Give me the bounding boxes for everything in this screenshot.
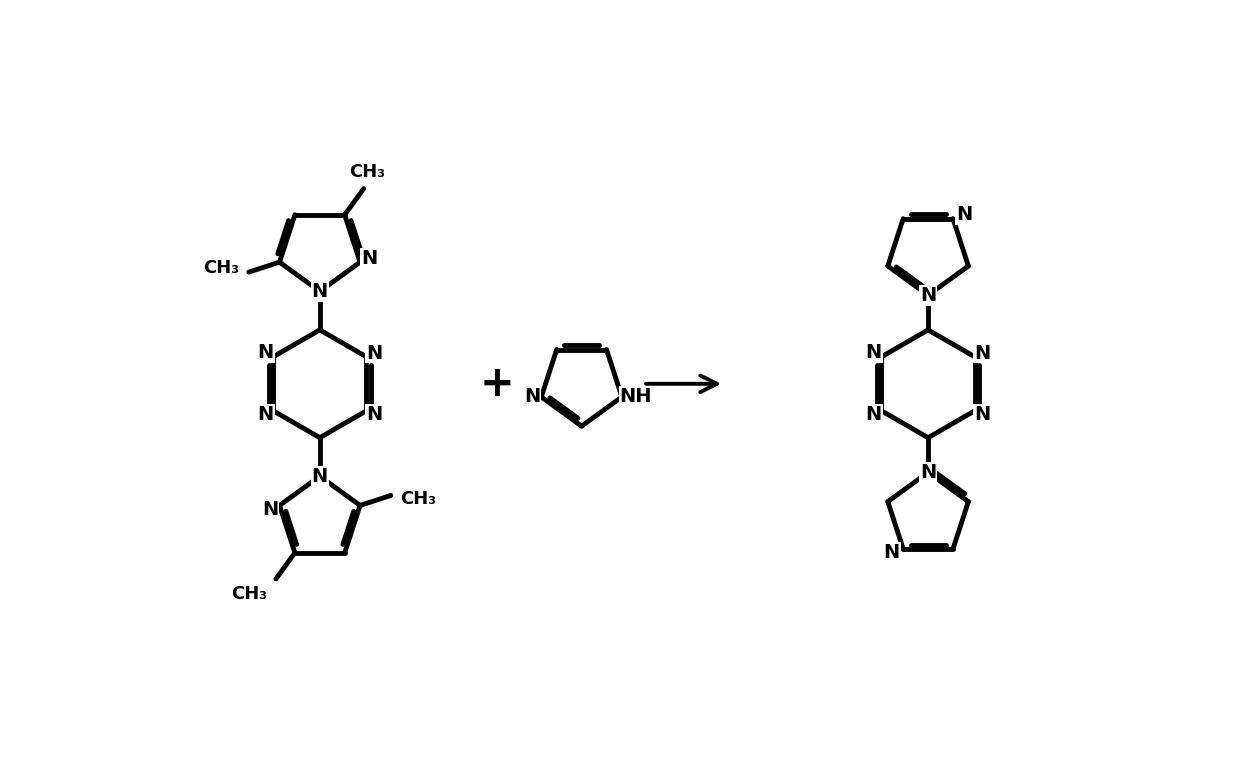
Text: N: N (525, 388, 541, 407)
Text: N: N (866, 344, 882, 363)
Text: N: N (311, 282, 327, 301)
Text: CH₃: CH₃ (401, 490, 436, 508)
Text: CH₃: CH₃ (231, 585, 267, 603)
Text: N: N (257, 405, 274, 424)
Text: N: N (262, 500, 279, 519)
Text: NH: NH (620, 388, 652, 407)
Text: +: + (480, 363, 515, 405)
Text: N: N (366, 344, 382, 363)
Text: CH₃: CH₃ (348, 163, 384, 181)
Text: N: N (366, 405, 382, 424)
Text: N: N (920, 463, 936, 482)
Text: N: N (920, 286, 936, 305)
Text: N: N (361, 249, 377, 268)
Text: N: N (866, 405, 882, 424)
Text: N: N (975, 405, 991, 424)
Text: CH₃: CH₃ (203, 259, 239, 277)
Text: N: N (956, 205, 972, 224)
Text: N: N (311, 467, 327, 486)
Text: N: N (257, 344, 274, 363)
Text: N: N (884, 543, 900, 562)
Text: N: N (975, 344, 991, 363)
